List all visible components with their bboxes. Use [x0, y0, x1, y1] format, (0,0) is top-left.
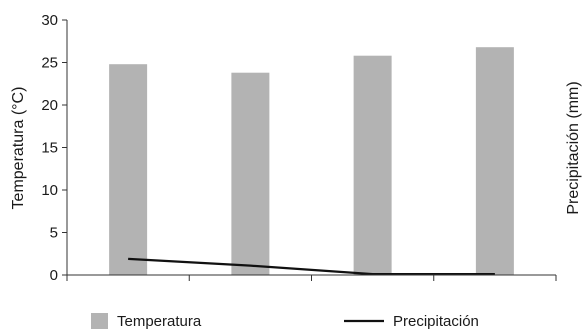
- x-axis-ticks: [66, 275, 557, 281]
- legend-swatch-temperatura: [91, 313, 108, 329]
- temperature-bar-3: [353, 55, 392, 276]
- y-tick-label-30: 30: [41, 12, 58, 29]
- precipitation-line-series: [128, 257, 495, 276]
- temperature-bar-2: [231, 72, 270, 275]
- temperature-bar-1: [109, 64, 148, 275]
- y-tick-label-0: 0: [50, 267, 58, 284]
- y-tick-label-25: 25: [41, 55, 58, 72]
- legend-label-precipitacion: Precipitación: [393, 313, 479, 330]
- legend: Temperatura Precipitación: [91, 313, 479, 330]
- legend-label-temperatura: Temperatura: [117, 313, 202, 330]
- y-tick-label-20: 20: [41, 97, 58, 114]
- y-tick-label-15: 15: [41, 140, 58, 157]
- temperature-bars: [109, 47, 514, 276]
- y-axis-title: Temperatura (°C): [10, 87, 27, 210]
- precipitation-line: [128, 257, 495, 276]
- y-tick-label-5: 5: [50, 225, 58, 242]
- y-tick-label-10: 10: [41, 182, 58, 199]
- y2-axis-title: Precipitación (mm): [565, 81, 582, 214]
- y-axis-ticks: 0 5 10 15 20 25 30: [41, 12, 67, 284]
- temperature-bar-4: [475, 47, 514, 276]
